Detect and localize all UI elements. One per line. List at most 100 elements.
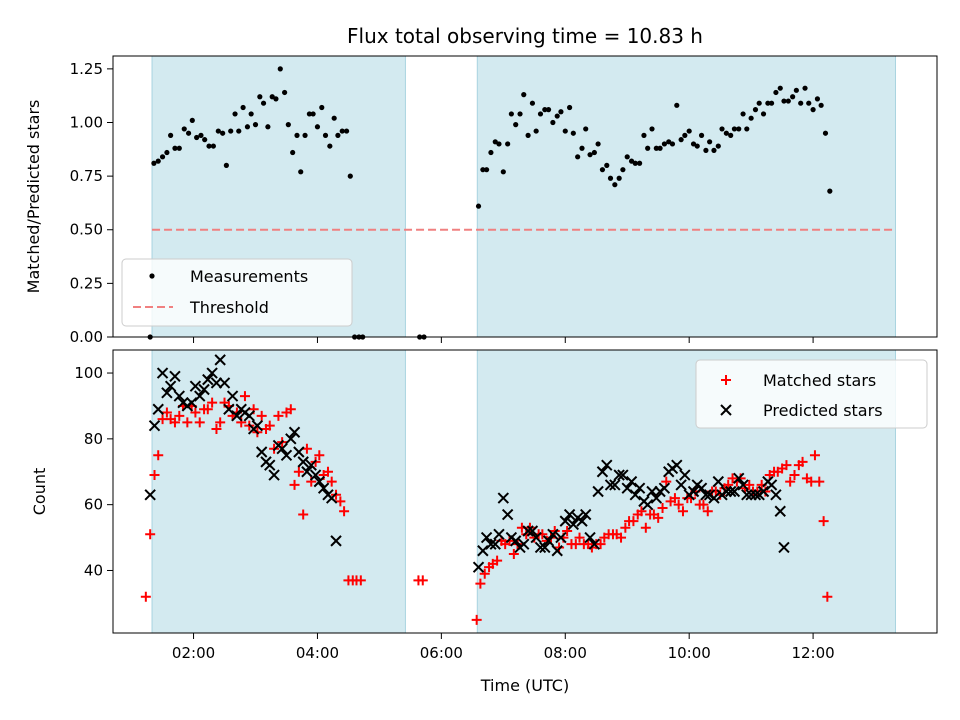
- measurement-point: [223, 162, 229, 168]
- matched-star-point: [289, 479, 300, 490]
- predicted-star-point: [255, 446, 268, 458]
- predicted-star-point: [749, 489, 762, 501]
- predicted-star-point: [305, 459, 317, 471]
- measurement-point: [736, 126, 742, 132]
- measurement-point: [248, 111, 254, 117]
- predicted-stars-points: [144, 354, 790, 573]
- predicted-star-point: [563, 508, 576, 521]
- matched-star-point: [653, 512, 664, 523]
- measurement-point: [562, 128, 568, 134]
- predicted-star-point: [530, 531, 542, 544]
- measurement-point: [550, 119, 556, 126]
- measurement-point: [314, 124, 321, 130]
- top-y-axis-label: Matched/Predicted stars: [24, 100, 43, 294]
- predicted-star-point: [625, 475, 638, 488]
- matched-star-point: [140, 591, 151, 602]
- x-tick-label-0: 02:00: [172, 644, 215, 662]
- predicted-star-point: [588, 538, 601, 550]
- predicted-star-point: [206, 367, 218, 379]
- matched-star-point: [293, 466, 304, 477]
- measurement-point: [616, 175, 622, 181]
- measurement-point: [607, 175, 614, 181]
- predicted-star-point: [675, 479, 687, 491]
- predicted-star-point: [621, 482, 633, 494]
- measurement-point: [591, 149, 597, 156]
- predicted-star-point: [226, 390, 239, 402]
- measurement-point: [806, 100, 812, 106]
- measurement-point: [728, 132, 734, 138]
- measurement-point: [802, 85, 808, 91]
- top-y-tick-label-2: 0.50: [70, 221, 103, 239]
- matched-star-point: [702, 506, 713, 517]
- measurement-point: [661, 141, 667, 147]
- bottom-axes-frame: [112, 349, 938, 634]
- measurement-point: [475, 203, 482, 209]
- matched-star-point: [574, 532, 585, 543]
- predicted-star-point: [152, 403, 164, 415]
- matched-star-point: [471, 614, 482, 625]
- measurement-point: [194, 134, 200, 141]
- x-tick-label-3: 08:00: [544, 644, 587, 662]
- matched-star-point: [239, 391, 250, 402]
- predicted-star-point: [601, 459, 613, 471]
- matched-star-point: [628, 516, 639, 527]
- measurement-point: [298, 169, 304, 175]
- measurement-point: [657, 145, 663, 151]
- measurement-point: [612, 182, 618, 188]
- predicted-star-point: [251, 419, 264, 432]
- predicted-star-point: [700, 489, 712, 501]
- predicted-star-point: [231, 410, 243, 422]
- measurement-point: [228, 128, 234, 134]
- predicted-star-point: [477, 545, 489, 557]
- measurement-point: [719, 126, 725, 132]
- measurement-point: [653, 145, 659, 151]
- matched-star-point: [616, 532, 627, 543]
- measurement-point: [206, 143, 212, 149]
- predicted-star-point: [559, 515, 571, 527]
- measurement-point: [641, 132, 647, 138]
- measurement-point: [155, 158, 161, 164]
- legend-predicted-label: Predicted stars: [763, 401, 883, 420]
- measurement-point: [554, 113, 560, 119]
- matched-star-point: [264, 420, 275, 431]
- predicted-star-point: [551, 545, 563, 557]
- matched-star-point: [202, 404, 213, 415]
- measurement-point: [488, 149, 494, 156]
- top-legend-box: [121, 258, 353, 327]
- measurement-point: [529, 100, 536, 106]
- bottom-y-tick-label-2: 80: [84, 430, 103, 448]
- matched-star-point: [256, 410, 267, 421]
- measurement-point: [347, 173, 353, 179]
- matched-star-point: [326, 476, 337, 487]
- bottom-y-ticks: 40 60 80 100: [74, 364, 113, 579]
- predicted-star-point: [539, 541, 551, 554]
- measurement-point: [181, 126, 187, 132]
- x-tick-label-5: 12:00: [791, 644, 834, 662]
- measurement-point: [793, 87, 799, 93]
- predicted-star-point: [148, 419, 161, 432]
- predicted-star-point: [584, 531, 596, 544]
- predicted-star-point: [185, 396, 198, 409]
- measurement-point: [810, 107, 816, 113]
- predicted-star-point: [161, 387, 173, 399]
- measurement-point: [818, 102, 824, 108]
- measurement-point: [682, 132, 688, 138]
- matched-star-point: [335, 496, 346, 507]
- measurement-point: [595, 141, 601, 147]
- measurement-point: [273, 96, 279, 102]
- predicted-star-point: [497, 492, 510, 504]
- predicted-star-point: [695, 482, 708, 494]
- legend-matched-label: Matched stars: [763, 371, 876, 390]
- measurement-point: [707, 139, 713, 145]
- measurement-point: [202, 137, 208, 143]
- measurement-point: [257, 94, 263, 100]
- measurement-point: [176, 145, 182, 151]
- predicted-star-point: [576, 515, 588, 527]
- measurement-point: [620, 167, 626, 173]
- measurement-point: [285, 122, 291, 128]
- predicted-star-point: [778, 541, 790, 554]
- measurement-point: [827, 188, 833, 194]
- predicted-star-point: [243, 410, 256, 422]
- matched-star-point: [492, 555, 503, 566]
- predicted-star-point: [214, 354, 226, 366]
